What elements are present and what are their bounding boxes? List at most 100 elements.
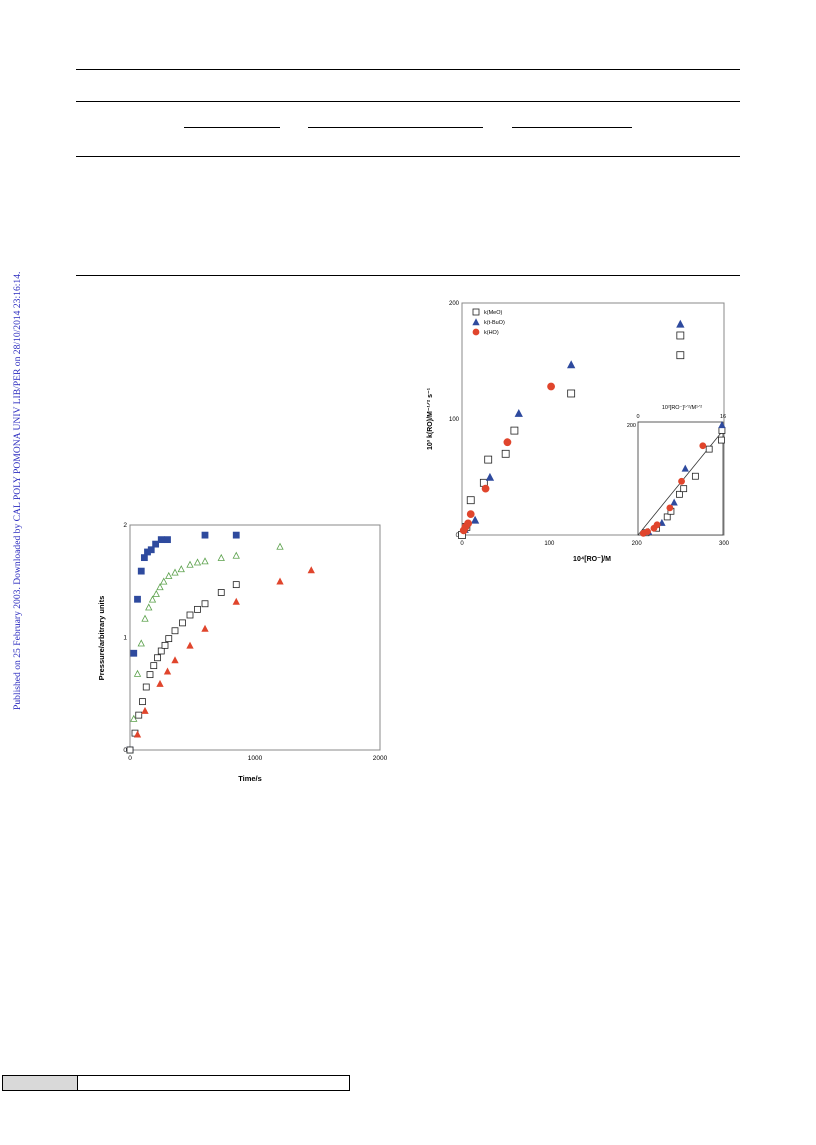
data-point-series-4	[276, 577, 284, 585]
data-point-ktbuo	[567, 360, 576, 369]
data-point-kmeo	[510, 426, 519, 435]
legend-label-ktbuo: k(t-BuO)	[484, 320, 505, 326]
data-point-series-3	[142, 683, 150, 691]
inset-data-point-series-3	[653, 521, 661, 529]
data-point-series-4	[141, 706, 149, 714]
y-tick-label: 0	[123, 747, 127, 754]
data-point-kho	[466, 510, 475, 519]
table-body-rule	[76, 156, 740, 157]
data-point-series-2	[276, 542, 284, 550]
footer-bar-cell	[3, 1076, 78, 1090]
pressure-time-chart: 0 1000 2000 0 1 2 Pressure/arbitrary units Ti…	[97, 522, 388, 783]
data-point-series-2	[217, 553, 225, 561]
data-point-series-2	[133, 669, 142, 677]
data-point-series-3	[186, 611, 194, 619]
y-tick-label: 200	[449, 301, 460, 307]
data-point-series-3	[201, 600, 209, 608]
data-point-kho	[464, 519, 473, 528]
data-point-kmeo	[466, 496, 475, 505]
data-point-series-3	[126, 746, 134, 754]
y-axis-label: 10³ k(RO)/M⁻¹ᐟ² s⁻¹	[426, 387, 434, 450]
inset-data-point-series-1	[718, 436, 725, 444]
data-point-series-2	[148, 595, 157, 603]
data-point-kho	[547, 382, 555, 391]
data-point-series-3	[161, 641, 169, 649]
legend-label-kmeo: k(MeO)	[484, 310, 503, 316]
x-tick-label: 300	[719, 541, 730, 547]
data-point-series-4	[163, 667, 172, 675]
x-tick-label: 2000	[373, 755, 388, 762]
data-point-series-3	[157, 647, 165, 655]
data-point-series-4	[133, 730, 142, 738]
inset-x-tick-label: 16	[720, 414, 726, 420]
x-tick-label: 0	[460, 541, 464, 547]
inset-data-point-series-1	[705, 445, 713, 453]
data-point-series-4	[186, 641, 194, 649]
y-tick-label: 2	[123, 522, 127, 529]
data-point-series-1	[134, 595, 141, 603]
x-tick-label: 1000	[248, 755, 263, 762]
data-point-kmeo	[501, 449, 510, 458]
data-point-series-1	[232, 531, 240, 539]
legend: k(MeO) k(t-BuO) k(HO)	[472, 308, 505, 336]
data-point-series-2	[160, 577, 168, 585]
data-point-series-1	[201, 531, 209, 539]
inset-y-tick-label: 200	[627, 423, 636, 429]
x-axis-label: Time/s	[238, 774, 262, 783]
inset-data-point-series-1	[680, 485, 688, 493]
plot-area-frame	[129, 524, 381, 751]
data-point-series-2	[232, 551, 240, 559]
table-top-rule	[76, 69, 740, 70]
y-tick-label: 1	[123, 635, 127, 642]
x-tick-label: 0	[128, 755, 132, 762]
data-point-series-4	[232, 597, 240, 605]
data-point-series-3	[232, 581, 240, 589]
data-point-series-4	[156, 679, 164, 687]
data-point-series-2	[141, 614, 149, 622]
data-point-series-3	[194, 605, 201, 613]
data-point-series-1	[140, 554, 148, 562]
inset-data-point-series-2	[718, 421, 726, 429]
data-point-series-3	[150, 662, 158, 670]
data-point-kho	[481, 484, 490, 493]
inset-data-point-series-2	[670, 498, 678, 506]
data-point-series-3	[139, 698, 146, 706]
inset-data-point-series-3	[678, 477, 685, 485]
inset-data-point-series-3	[666, 504, 674, 512]
column-group-rule-2	[308, 127, 483, 128]
inset-plot: 0 16 200 10²[RO⁻]¹ᐟ²/M¹ᐟ²	[627, 404, 726, 537]
download-notice: Published on 25 February 2003. Downloade…	[2, 210, 24, 710]
x-axis-label: 10⁴[RO⁻]/M	[573, 556, 611, 563]
legend-marker-kho	[472, 328, 480, 336]
data-point-ktbuo	[485, 472, 495, 481]
rate-constant-chart: 0 100 200 300 0 100 200 k(MeO) k(t-BuO) k(HO) 0 1…	[426, 301, 730, 563]
data-point-series-2	[137, 639, 145, 647]
column-group-rule-1	[184, 127, 280, 128]
data-point-ktbuo	[676, 319, 685, 328]
data-point-series-1	[137, 567, 145, 575]
data-point-series-2	[130, 714, 138, 722]
table-header-rule	[76, 101, 740, 102]
data-point-series-2	[201, 557, 209, 565]
data-point-kmeo	[676, 331, 685, 340]
data-point-series-2	[171, 568, 179, 576]
data-point-series-2	[152, 589, 160, 597]
data-point-series-3	[135, 711, 143, 719]
y-axis-label: Pressure/arbitrary units	[97, 596, 106, 681]
data-point-series-2	[177, 565, 185, 573]
column-group-rule-3	[512, 127, 632, 128]
inset-data-point-series-1	[691, 472, 699, 480]
y-tick-label: 0	[456, 533, 460, 539]
footer-bar	[2, 1075, 350, 1091]
data-point-ktbuo	[470, 515, 480, 524]
data-point-series-4	[307, 566, 315, 574]
plot-area-frame	[461, 302, 725, 536]
legend-marker-kmeo	[472, 308, 480, 316]
data-point-series-3	[165, 635, 173, 643]
inset-data-point-series-3	[644, 528, 651, 536]
inset-x-axis-label: 10²[RO⁻]¹ᐟ²/M¹ᐟ²	[662, 404, 702, 411]
data-point-series-4	[201, 624, 209, 632]
inset-data-point-series-1	[676, 490, 683, 498]
data-point-series-1	[164, 536, 171, 544]
data-point-series-2	[193, 558, 202, 566]
